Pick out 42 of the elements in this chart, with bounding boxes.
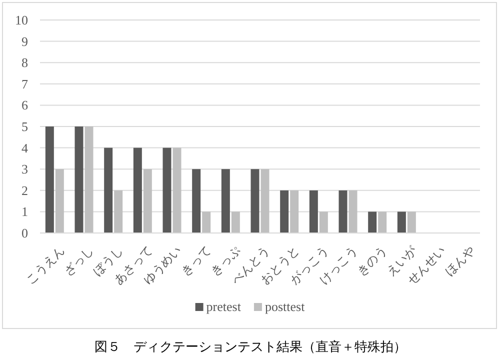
y-tick-label: 3 — [22, 162, 28, 177]
bar — [280, 190, 289, 233]
bar — [55, 169, 64, 233]
bar — [114, 190, 123, 233]
bar — [45, 126, 54, 233]
caption: 図５ ディクテーションテスト結果（直音＋特殊拍） — [94, 340, 406, 355]
bar — [319, 212, 328, 233]
bar — [407, 212, 416, 233]
y-tick-label: 10 — [15, 12, 28, 28]
y-tick-label: 7 — [22, 76, 28, 92]
y-tick-label: 1 — [22, 204, 28, 220]
y-tick-label: 4 — [22, 140, 28, 156]
bar — [368, 212, 377, 233]
bar — [290, 190, 299, 233]
bar — [162, 148, 172, 233]
y-tick-label: 8 — [22, 55, 28, 70]
bar — [143, 169, 152, 233]
x-tick-label: きのう — [354, 243, 390, 279]
y-tick-label: 5 — [22, 119, 28, 134]
bar — [221, 169, 230, 233]
bar — [378, 212, 387, 233]
bar — [192, 169, 201, 233]
bar — [133, 148, 142, 233]
bar — [338, 190, 348, 233]
bar — [397, 212, 406, 233]
y-tick-label: 2 — [22, 182, 28, 198]
bar — [231, 212, 240, 233]
legend-label: posttest — [264, 299, 306, 314]
bar — [309, 190, 318, 233]
y-tick-label: 0 — [22, 226, 28, 240]
bar — [104, 148, 113, 233]
bar — [74, 126, 84, 233]
bar — [172, 148, 182, 233]
bar — [250, 169, 260, 233]
bar — [348, 190, 358, 233]
y-tick-label: 9 — [22, 34, 28, 49]
x-tick-label: こうえん — [23, 243, 68, 288]
y-tick-label: 6 — [22, 98, 28, 113]
legend-label: pretest — [206, 299, 242, 314]
bar — [202, 212, 211, 233]
bar — [84, 126, 94, 233]
bar — [260, 169, 270, 233]
